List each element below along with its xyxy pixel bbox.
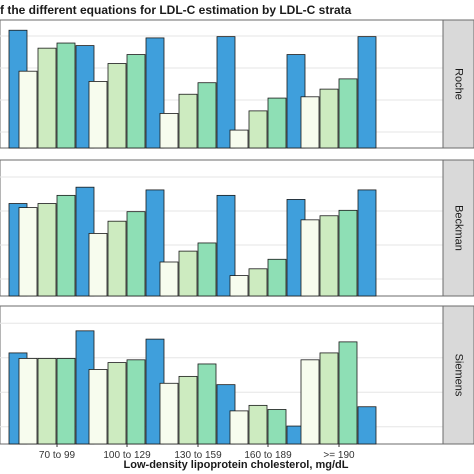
- bar-roche-group-2-series-2: [37, 47, 57, 149]
- bar-siemens-group-6-series-3: [338, 341, 358, 445]
- bar-beckman-group-2-series-3: [56, 194, 76, 297]
- x-tick-label: 160 to 189: [244, 450, 292, 461]
- facet-strip-label: Siemens: [453, 354, 465, 397]
- bar-siemens-group-2-series-1: [18, 358, 38, 445]
- bar-roche-group-3-series-3: [126, 54, 146, 149]
- bar-siemens-group-6-series-4: [357, 406, 377, 445]
- bar-roche-group-2-series-1: [18, 70, 38, 149]
- bar-siemens-group-5-series-2: [248, 404, 268, 445]
- x-tick-label: 70 to 99: [39, 450, 76, 461]
- facet-strip: [442, 19, 474, 149]
- x-tick-label: 100 to 129: [103, 450, 151, 461]
- bar-siemens-group-5-series-3: [267, 409, 287, 445]
- x-axis-label: Low-density lipoprotein cholesterol, mg/…: [124, 459, 349, 471]
- chart-title: f the different equations for LDL-C esti…: [0, 3, 352, 17]
- bar-roche-group-5-series-3: [267, 97, 287, 149]
- facet-beckman: Beckman: [0, 159, 474, 297]
- bar-siemens-group-2-series-3: [56, 358, 76, 445]
- x-tick-label: >= 190: [323, 450, 355, 461]
- bar-roche-group-5-series-2: [248, 110, 268, 149]
- facets-layer: Roche Beckman Siemens: [0, 19, 474, 445]
- bar-beckman-group-3-series-3: [126, 211, 146, 297]
- bar-roche-group-6-series-3: [338, 78, 358, 149]
- bar-beckman-group-4-series-1: [159, 261, 179, 297]
- bar-roche-group-3-series-1: [88, 81, 108, 149]
- bar-beckman-group-4-series-3: [197, 242, 217, 297]
- bar-roche-group-4-series-2: [178, 93, 198, 149]
- facet-strip: [442, 159, 474, 297]
- bar-siemens-group-4-series-3: [197, 363, 217, 445]
- bar-siemens-group-4-series-2: [178, 375, 198, 445]
- bar-roche-group-6-series-1: [300, 96, 320, 149]
- facet-strip-label: Beckman: [453, 205, 465, 251]
- bar-beckman-group-5-series-2: [248, 268, 268, 297]
- bar-beckman-group-3-series-4: [145, 189, 165, 297]
- bar-siemens-group-3-series-2: [107, 362, 127, 445]
- bar-beckman-group-5-series-3: [267, 258, 287, 297]
- bar-beckman-group-4-series-2: [178, 250, 198, 297]
- bar-roche-group-4-series-3: [197, 82, 217, 149]
- facet-roche: Roche: [0, 19, 474, 149]
- bar-beckman-group-2-series-2: [37, 203, 57, 297]
- bar-beckman-group-5-series-1: [229, 275, 249, 297]
- facet-strip: [442, 305, 474, 445]
- bar-siemens-group-5-series-1: [229, 410, 249, 445]
- bar-siemens-group-2-series-2: [37, 358, 57, 445]
- bar-roche-group-3-series-2: [107, 63, 127, 149]
- bar-siemens-group-6-series-2: [319, 352, 339, 445]
- bar-siemens-group-3-series-1: [88, 369, 108, 445]
- bar-beckman-group-6-series-2: [319, 215, 339, 297]
- bar-siemens-group-3-series-3: [126, 359, 146, 445]
- bar-roche-group-4-series-1: [159, 113, 179, 149]
- bar-siemens-group-6-series-1: [300, 359, 320, 445]
- x-axis: 70 to 99 100 to 129 130 to 159 160 to 189 >=…: [39, 444, 355, 461]
- bar-roche-group-3-series-4: [145, 37, 165, 149]
- bar-beckman-group-6-series-4: [357, 189, 377, 297]
- facet-strip-label: Roche: [453, 68, 465, 100]
- bar-roche-group-6-series-2: [319, 88, 339, 149]
- bar-beckman-group-6-series-3: [338, 209, 358, 297]
- bar-beckman-group-6-series-1: [300, 219, 320, 297]
- bar-beckman-group-2-series-1: [18, 207, 38, 297]
- bar-roche-group-6-series-4: [357, 36, 377, 149]
- bar-roche-group-5-series-1: [229, 129, 249, 149]
- facet-siemens: Siemens: [0, 305, 474, 445]
- bar-beckman-group-3-series-2: [107, 220, 127, 297]
- x-tick-label: 130 to 159: [174, 450, 222, 461]
- bar-beckman-group-3-series-1: [88, 233, 108, 297]
- bar-roche-group-2-series-3: [56, 42, 76, 149]
- bar-beckman-group-4-series-4: [216, 194, 236, 297]
- bar-roche-group-4-series-4: [216, 36, 236, 149]
- bar-siemens-group-4-series-1: [159, 382, 179, 445]
